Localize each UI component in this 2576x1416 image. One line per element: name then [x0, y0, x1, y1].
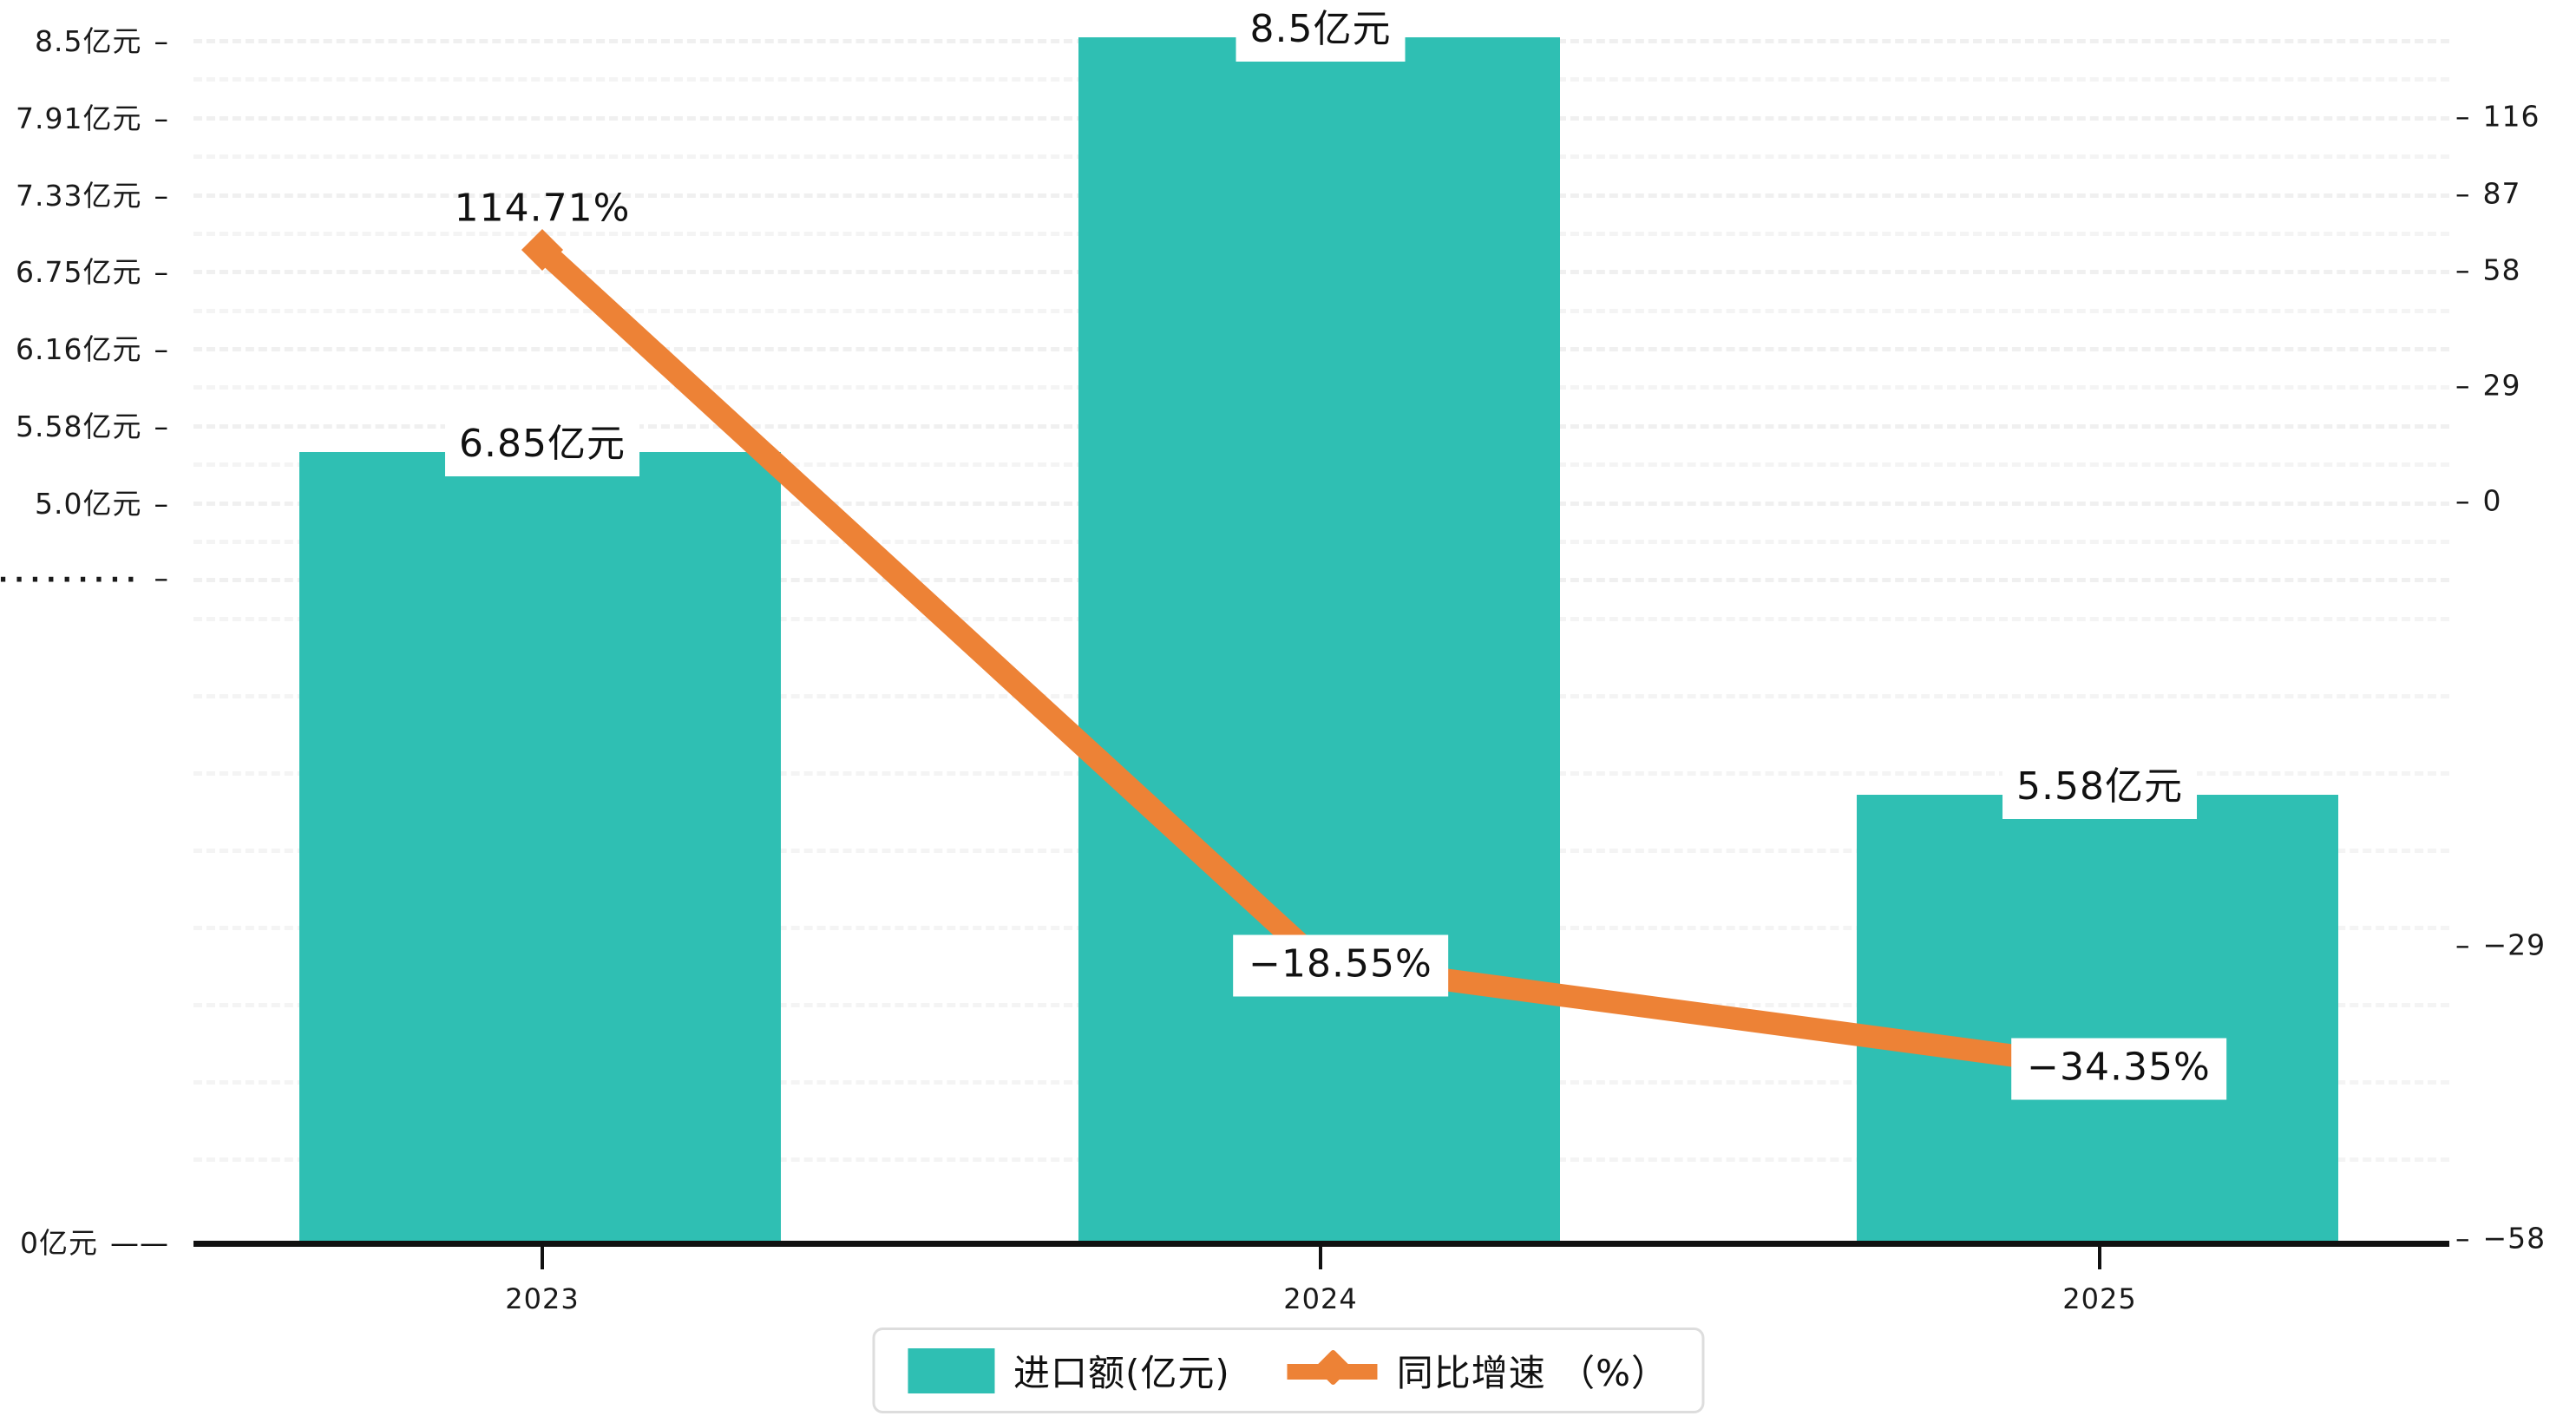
y-axis-left-tick-label: 7.33亿元 [16, 179, 142, 213]
y-axis-left-tick-label: 6.75亿元 [16, 255, 142, 289]
line-point-label: −34.35% [2011, 1038, 2226, 1100]
x-axis-tick-label: 2025 [2062, 1282, 2137, 1315]
line-diamond-swatch-icon [1287, 1348, 1378, 1393]
y-axis-left-tick-label: 5.58亿元 [16, 410, 142, 443]
bar[interactable] [299, 452, 781, 1241]
x-axis-line [193, 1241, 2449, 1247]
bar[interactable] [1078, 37, 1560, 1241]
legend-item-import-value[interactable]: 进口额(亿元) [907, 1344, 1230, 1397]
y-axis-right-tick-label: 58 [2482, 252, 2521, 287]
bar-swatch-icon [907, 1347, 994, 1393]
y-axis-right-tick-label: 87 [2482, 176, 2521, 211]
y-axis-left-tick-mark: – [154, 332, 169, 366]
y-axis-right-tick-label: 29 [2482, 368, 2521, 403]
line-point-marker[interactable] [521, 228, 564, 272]
y-axis-right-tick-mark: – [2455, 99, 2471, 134]
y-axis-left-tick-mark: – [154, 102, 169, 135]
y-axis-right-tick: –87 [2455, 177, 2521, 211]
y-axis-right-tick-mark: – [2455, 1221, 2471, 1255]
y-axis-left-tick: 5.0亿元 – [35, 481, 169, 522]
y-axis-left-tick-mark: —— [110, 1226, 169, 1260]
y-axis-left-tick-label: 0亿元 [20, 1226, 98, 1260]
x-axis-tick-mark [2098, 1247, 2101, 1269]
y-axis-right-tick: – −58 [2455, 1222, 2546, 1255]
y-axis-right-tick: –29 [2455, 369, 2521, 403]
line-point-label: −18.55% [1233, 934, 1448, 997]
x-axis-tick-mark [541, 1247, 544, 1269]
y-axis-right-tick-label: 0 [2482, 483, 2502, 518]
y-axis-right-tick-mark: – [2455, 176, 2471, 211]
y-axis-right-tick: – −29 [2455, 928, 2546, 962]
y-axis-left-tick: ......... – [0, 558, 169, 595]
y-axis-left-tick-label: 7.91亿元 [16, 102, 142, 135]
x-axis-tick-mark [1319, 1247, 1322, 1269]
y-axis-left-tick: 8.5亿元 – [35, 18, 169, 60]
y-axis-right-tick-mark: – [2455, 252, 2471, 287]
y-axis-right-tick-mark: – [2455, 928, 2471, 962]
y-axis-left-tick: 5.58亿元 – [16, 403, 169, 445]
bar-value-label: 5.58亿元 [2002, 750, 2197, 819]
y-axis-left-tick-mark: – [154, 179, 169, 213]
y-axis-left-tick: 7.91亿元 – [16, 95, 169, 137]
x-axis-tick-label: 2024 [1283, 1282, 1358, 1315]
y-axis-left-tick: 0亿元 —— [20, 1220, 169, 1262]
y-axis-right-tick-mark: – [2455, 368, 2471, 403]
legend-item-yoy-growth[interactable]: 同比增速 （%） [1287, 1344, 1669, 1397]
y-axis-right-tick: –0 [2455, 484, 2502, 518]
y-axis-right-tick-label: −29 [2482, 928, 2547, 962]
y-axis-left-tick-label: ......... [0, 558, 142, 589]
chart-legend: 进口额(亿元) 同比增速 （%） [871, 1328, 1705, 1413]
y-axis-left-tick-label: 5.0亿元 [35, 487, 142, 521]
bar[interactable] [1857, 795, 2338, 1241]
y-axis-left-tick-mark: – [154, 255, 169, 289]
bar-value-label: 6.85亿元 [445, 407, 639, 476]
y-axis-right-tick-label: 116 [2482, 99, 2540, 134]
y-axis-right-tick: –58 [2455, 253, 2521, 287]
bar-value-label: 8.5亿元 [1236, 0, 1406, 62]
line-point-label: 114.71% [454, 186, 631, 231]
y-axis-right-tick-mark: – [2455, 483, 2471, 518]
legend-label-import-value: 进口额(亿元) [1013, 1352, 1230, 1394]
y-axis-left-tick-label: 6.16亿元 [16, 332, 142, 366]
legend-label-yoy-growth: 同比增速 （%） [1396, 1352, 1669, 1394]
y-axis-left-tick: 6.16亿元 – [16, 326, 169, 368]
y-axis-left-tick-mark: – [154, 487, 169, 521]
x-axis-tick-label: 2023 [505, 1282, 580, 1315]
y-axis-left-tick-label: 8.5亿元 [35, 24, 142, 58]
y-axis-left-tick-mark: – [154, 410, 169, 443]
y-axis-right-tick-label: −58 [2482, 1221, 2547, 1255]
y-axis-left-tick-mark: – [154, 560, 169, 595]
y-axis-left-tick: 6.75亿元 – [16, 249, 169, 291]
y-axis-left-tick: 7.33亿元 – [16, 173, 169, 214]
y-axis-right-tick: –116 [2455, 100, 2540, 134]
y-axis-left-tick-mark: – [154, 24, 169, 58]
